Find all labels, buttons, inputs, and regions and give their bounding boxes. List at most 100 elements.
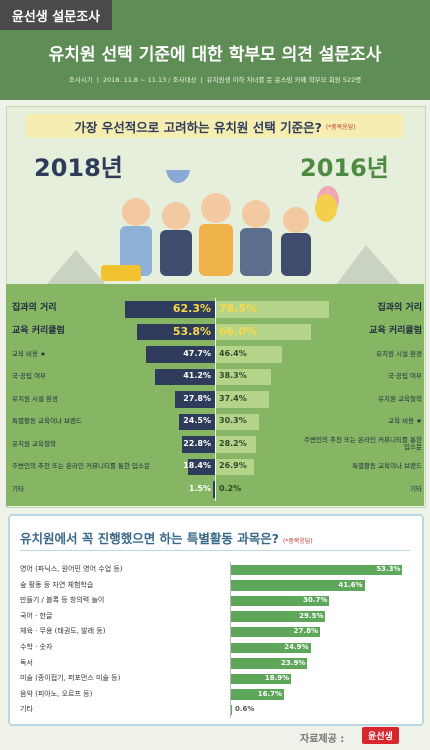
balloon	[166, 170, 190, 183]
section-2	[8, 514, 424, 726]
value-label: 38.3%	[219, 371, 247, 381]
value-label: 0.2%	[219, 483, 242, 493]
category-label: 체육 · 무용 (태권도, 발레 등)	[20, 627, 106, 636]
value-label: 41.2%	[183, 371, 211, 381]
category-label-2016: 주변인의 추천 또는 온라인 커뮤니티를 통한 입소문	[304, 436, 422, 452]
bar	[230, 642, 311, 654]
question-title: 유치원에서 꼭 진행했으면 하는 특별활동 과목은?	[20, 531, 280, 546]
value-label: 23.9%	[281, 658, 306, 667]
category-label: 기타	[20, 705, 33, 714]
bar-2018	[145, 346, 215, 363]
question-title: 가장 우선적으로 고려하는 유치원 선택 기준은?	[74, 119, 322, 135]
category-label-2016: 기타	[410, 484, 422, 493]
question-banner: 가장 우선적으로 고려하는 유치원 선택 기준은? (*중복응답)	[26, 114, 404, 138]
bar-2016	[215, 391, 270, 408]
source-label: 자료제공 :	[300, 734, 345, 745]
bar-2018	[188, 458, 215, 475]
category-label-2018: 교육 비용 ★	[12, 349, 46, 358]
bar	[230, 580, 365, 591]
logo: 윤선생	[362, 727, 399, 744]
category-label-2016: 유치원 교육철학	[378, 394, 422, 403]
category-label-2018: 교육 커리큘럼	[12, 325, 65, 336]
value-label: 30.7%	[303, 596, 328, 605]
category-label: 숲 활동 등 자연 체험학습	[20, 580, 94, 589]
category-label: 수학 · 숫자	[20, 642, 53, 651]
bar	[230, 626, 320, 638]
category-label-2018: 주변인의 추천 또는 온라인 커뮤니티를 통한 입소문	[12, 462, 150, 471]
value-label: 53.3%	[376, 564, 401, 573]
value-label: 16.7%	[257, 689, 283, 698]
bar-2016	[215, 458, 254, 475]
bar	[230, 689, 285, 700]
value-label: 0.6%	[234, 705, 255, 714]
bar	[230, 673, 292, 685]
value-label: 27.8%	[293, 627, 318, 636]
badge: 윤선생 설문조사	[0, 0, 112, 30]
divider	[20, 550, 410, 551]
value-label: 62.3%	[172, 302, 211, 316]
category-label-2016: 교육 커리큘럼	[369, 325, 422, 336]
value-label: 46.4%	[219, 348, 247, 358]
category-label-2016: 특별활동 교육이나 브랜드	[352, 462, 422, 471]
category-label-2016: 유치원 시설 환경	[376, 349, 422, 358]
bar	[230, 658, 308, 669]
illustration	[46, 170, 401, 285]
hill	[46, 250, 106, 285]
bar-2018	[155, 368, 215, 385]
value-label: 53.8%	[172, 324, 211, 338]
category-label: 영어 (파닉스, 원어민 영어 수업 등)	[20, 564, 123, 573]
series-name-2016: 2016년	[300, 154, 389, 182]
people	[120, 193, 311, 276]
value-label: 27.8%	[183, 393, 211, 403]
value-label: 18.4%	[183, 461, 211, 471]
bar-2018	[136, 323, 215, 340]
bar-2016	[215, 301, 329, 318]
bar-2016	[215, 368, 271, 385]
category-label-2018: 집과의 거리	[12, 303, 57, 314]
category-label: 만들기 / 블록 등 창의력 놀이	[20, 596, 105, 605]
category-label-2016: 국·공립 여부	[387, 372, 422, 381]
question-2: 유치원에서 꼭 진행했으면 하는 특별활동 과목은? (*중복응답)	[20, 528, 313, 547]
value-label: 22.8%	[183, 438, 211, 448]
question-note: (*중복응답)	[283, 538, 313, 545]
category-label-2018: 특별활동 교육이나 브랜드	[12, 417, 82, 426]
category-label: 음악 (피아노, 오르프 등)	[20, 689, 93, 698]
value-label: 28.2%	[219, 438, 247, 448]
value-label: 47.7%	[183, 348, 211, 358]
series-name-2018: 2018년	[34, 154, 123, 182]
bar	[230, 611, 326, 622]
bar-2018	[181, 436, 215, 453]
value-label: 18.9%	[264, 674, 290, 683]
value-label: 1.5%	[188, 483, 211, 493]
value-label: 78.5%	[219, 302, 258, 316]
category-label-2016: 집과의 거리	[377, 303, 422, 314]
category-label: 미술 (종이접기, 퍼포먼스 미술 등)	[20, 674, 121, 683]
category-label: 독서	[20, 658, 33, 667]
category-label-2018: 국·공립 여부	[12, 372, 47, 381]
center-line	[215, 298, 216, 501]
bar-2018	[124, 301, 215, 318]
question-note: (*중복응답)	[325, 123, 356, 131]
value-label: 41.6%	[338, 580, 363, 589]
balloon	[315, 194, 337, 222]
survey-info: 조사시기 ㅣ 2018. 11.8 ~ 11.13 / 조사대상 ㅣ 유치원생 …	[68, 76, 362, 84]
bar-2016	[215, 346, 283, 363]
value-label: 66.0%	[219, 324, 258, 338]
category-label-2016: 교육 비용 ★	[388, 417, 422, 426]
value-label: 29.5%	[299, 611, 324, 620]
value-label: 30.3%	[219, 416, 247, 426]
hill	[336, 245, 401, 285]
category-label-2018: 유치원 시설 환경	[12, 394, 58, 403]
value-label: 24.5%	[183, 416, 211, 426]
category-label-2018: 기타	[12, 484, 24, 493]
main-title: 유치원 선택 기준에 대한 학부모 의견 설문조사	[48, 45, 382, 65]
bar	[230, 595, 330, 607]
bar-2018	[174, 391, 215, 408]
bus	[101, 265, 141, 281]
value-label: 26.9%	[219, 461, 247, 471]
axis-line	[230, 562, 231, 718]
bar-2016	[215, 323, 311, 340]
category-label: 국어 · 한글	[20, 611, 53, 620]
